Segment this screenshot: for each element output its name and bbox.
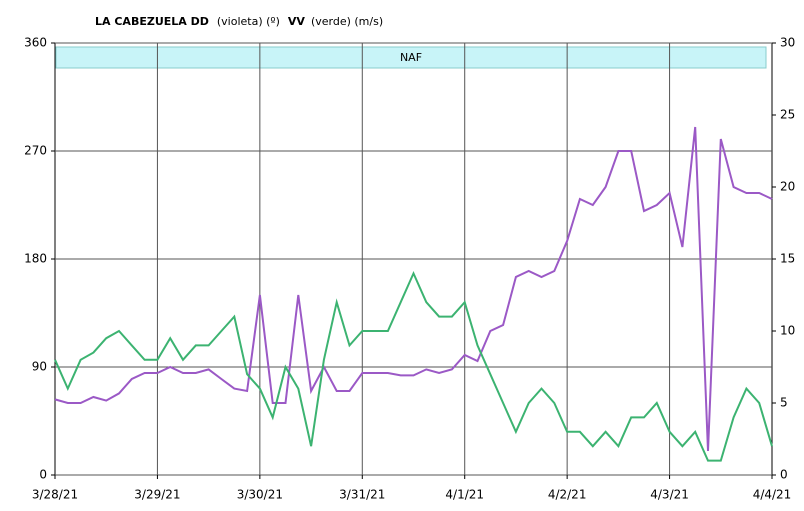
y-tick-label: 360	[24, 36, 47, 50]
y-tick-label: 180	[24, 252, 47, 266]
y-tick-label: 90	[32, 360, 47, 374]
title-part: (violeta) (º)	[217, 15, 280, 28]
y2-tick-label: 25	[780, 108, 795, 122]
y2-tick-label: 20	[780, 180, 795, 194]
x-tick-label: 3/30/21	[237, 488, 283, 502]
band-label: NAF	[400, 51, 422, 64]
x-tick-label: 4/3/21	[650, 488, 689, 502]
x-tick-label: 3/31/21	[339, 488, 385, 502]
title-part: (verde) (m/s)	[311, 15, 383, 28]
y2-tick-label: 5	[780, 396, 788, 410]
y2-tick-label: 0	[780, 468, 788, 482]
title-part: VV	[288, 15, 306, 28]
y2-tick-label: 30	[780, 36, 795, 50]
y2-tick-label: 15	[780, 252, 795, 266]
x-tick-label: 4/1/21	[445, 488, 484, 502]
x-tick-label: 3/29/21	[134, 488, 180, 502]
chart-title: LA CABEZUELA DD (violeta) (º) VV (verde) (m…	[95, 15, 383, 28]
x-tick-label: 3/28/21	[32, 488, 78, 502]
y-tick-label: 270	[24, 144, 47, 158]
series-line	[54, 126, 773, 452]
series-line	[54, 270, 773, 462]
title-part: LA CABEZUELA DD	[95, 15, 209, 28]
x-tick-label: 4/2/21	[548, 488, 587, 502]
y2-tick-label: 10	[780, 324, 795, 338]
x-tick-label: 4/4/21	[753, 488, 792, 502]
naf-band	[55, 46, 767, 69]
y-tick-label: 0	[39, 468, 47, 482]
